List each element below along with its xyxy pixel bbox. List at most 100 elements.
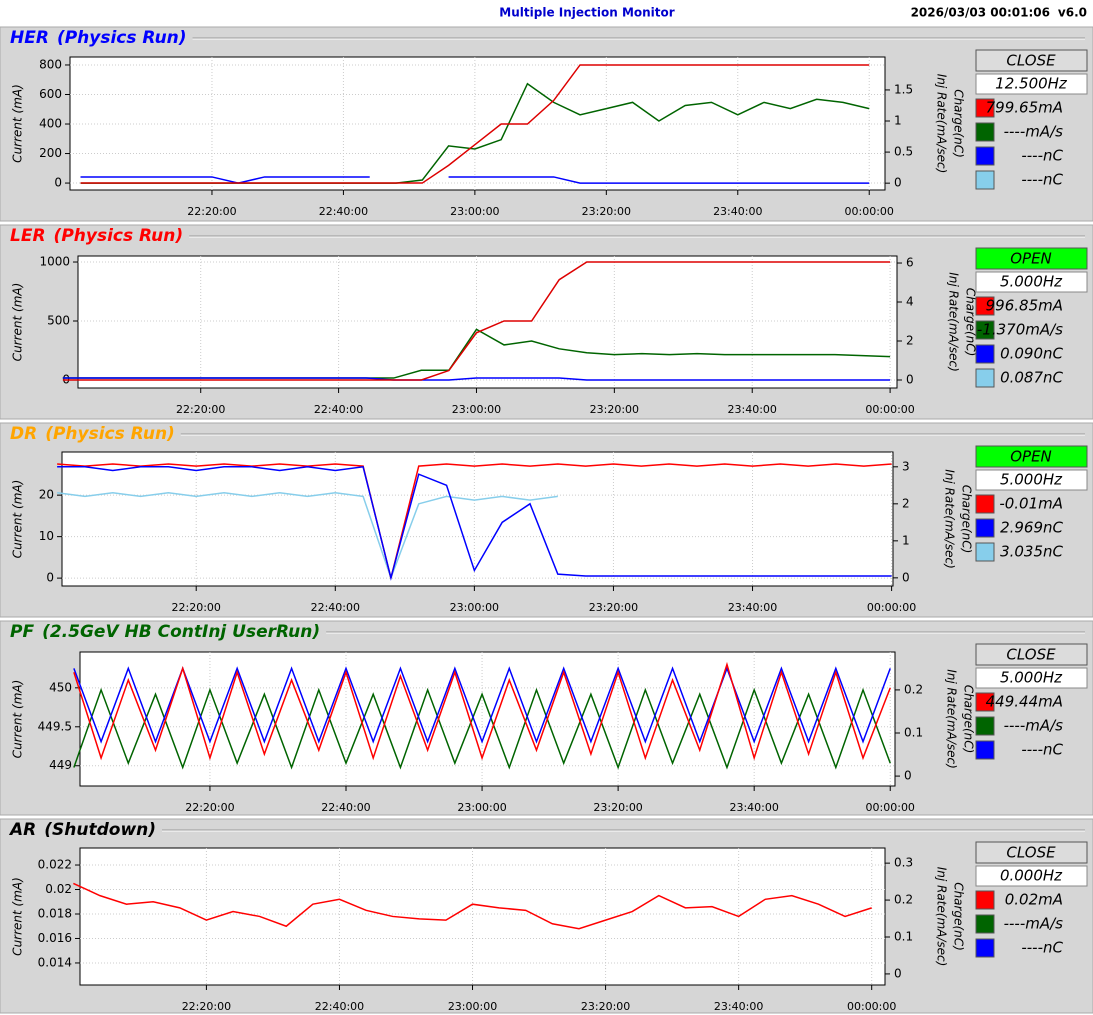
x-tick-label: 22:40:00 bbox=[319, 205, 368, 218]
y-tick-label: 20 bbox=[39, 488, 54, 502]
y2-tick-label: 0 bbox=[902, 570, 910, 584]
app-title: Multiple Injection Monitor bbox=[499, 6, 674, 20]
y-tick-label: 0.018 bbox=[38, 906, 72, 920]
readout-value: ----nC bbox=[1021, 741, 1063, 759]
y-tick-label: 400 bbox=[39, 117, 62, 131]
series-line bbox=[80, 176, 870, 184]
x-tick-label: 22:20:00 bbox=[185, 801, 234, 814]
series-line bbox=[62, 261, 891, 381]
state-button[interactable]: OPEN bbox=[975, 247, 1088, 270]
state-button[interactable]: CLOSE bbox=[975, 49, 1088, 72]
readout-swatch bbox=[975, 98, 995, 118]
readout-swatch bbox=[975, 692, 995, 712]
x-tick-label: 23:00:00 bbox=[450, 205, 499, 218]
y-tick-label: 0.016 bbox=[38, 931, 72, 945]
rate-box bbox=[975, 667, 1088, 689]
x-tick-label: 00:00:00 bbox=[847, 1000, 896, 1013]
readout-value: ----mA/s bbox=[1004, 123, 1064, 141]
x-tick-label: 22:20:00 bbox=[182, 1000, 231, 1013]
x-tick-label: 22:40:00 bbox=[314, 403, 363, 416]
button-label: CLOSE bbox=[1006, 52, 1056, 70]
readout-value: 0.02mA bbox=[1005, 891, 1063, 909]
readout-value: 996.85mA bbox=[986, 297, 1063, 315]
x-tick-label: 22:40:00 bbox=[321, 801, 370, 814]
state-button[interactable]: CLOSE bbox=[975, 841, 1088, 864]
button-label: CLOSE bbox=[1006, 646, 1056, 664]
y2-axis-label: Inj Rate(mA/sec) bbox=[943, 469, 957, 569]
readout-swatch bbox=[975, 740, 995, 760]
y2-axis-label: Inj Rate(mA/sec) bbox=[947, 272, 961, 372]
rate-box bbox=[975, 73, 1088, 95]
panel-mode: (Shutdown) bbox=[44, 820, 156, 840]
y2-tick-label: 0.2 bbox=[894, 893, 913, 907]
y-tick-label: 200 bbox=[39, 146, 62, 160]
readout-swatch bbox=[975, 518, 995, 538]
x-tick-label: 23:00:00 bbox=[450, 601, 499, 614]
readout-swatch bbox=[975, 914, 995, 934]
x-tick-label: 23:20:00 bbox=[581, 1000, 630, 1013]
x-tick-label: 22:40:00 bbox=[315, 1000, 364, 1013]
button-label: OPEN bbox=[1010, 250, 1052, 268]
y-tick-label: 0.02 bbox=[45, 882, 72, 896]
readout-value: -0.01mA bbox=[999, 495, 1063, 513]
button-face bbox=[975, 841, 1088, 864]
readout-swatch bbox=[975, 494, 995, 514]
y-tick-label: 449.5 bbox=[38, 719, 72, 733]
y2-tick-label: 0 bbox=[906, 373, 914, 387]
x-tick-label: 00:00:00 bbox=[867, 601, 916, 614]
y2-axis-label: Charge(nC) bbox=[964, 288, 978, 357]
y-tick-label: 1000 bbox=[39, 255, 70, 269]
rate-box bbox=[975, 865, 1088, 887]
y-tick-label: 500 bbox=[47, 313, 70, 327]
y2-axis-label: Charge(nC) bbox=[962, 685, 976, 754]
readout-swatch bbox=[975, 122, 995, 142]
panel-name: HER bbox=[10, 28, 49, 48]
y-tick-label: 800 bbox=[39, 57, 62, 71]
panel-mode: (Physics Run) bbox=[54, 226, 184, 246]
panel-name: LER bbox=[10, 226, 46, 246]
series-line bbox=[80, 64, 870, 184]
series-line bbox=[73, 661, 891, 761]
rate-box bbox=[975, 271, 1088, 293]
series-line bbox=[57, 491, 558, 581]
rate-value: 12.500Hz bbox=[995, 75, 1068, 93]
y2-axis-label: Charge(nC) bbox=[952, 89, 966, 158]
y-axis-label: Current (mA) bbox=[11, 680, 25, 759]
button-label: CLOSE bbox=[1006, 844, 1056, 862]
y2-tick-label: 0.3 bbox=[894, 856, 913, 870]
button-label: OPEN bbox=[1010, 448, 1052, 466]
y2-tick-label: 1 bbox=[902, 533, 910, 547]
readout-swatch bbox=[975, 320, 995, 340]
readout-value: ----mA/s bbox=[1004, 915, 1064, 933]
readout-value: 799.65mA bbox=[986, 99, 1063, 117]
x-tick-label: 23:40:00 bbox=[728, 601, 777, 614]
button-face bbox=[975, 247, 1088, 270]
plot-area bbox=[79, 847, 886, 986]
series-line bbox=[57, 465, 892, 581]
x-tick-label: 23:40:00 bbox=[729, 801, 778, 814]
state-button[interactable]: CLOSE bbox=[975, 643, 1088, 666]
x-tick-label: 23:20:00 bbox=[582, 205, 631, 218]
panel-name: AR bbox=[8, 820, 36, 840]
readout-swatch bbox=[975, 296, 995, 316]
panel-mode: (Physics Run) bbox=[45, 424, 175, 444]
rate-value: 5.000Hz bbox=[1000, 273, 1063, 291]
readout-swatch bbox=[975, 146, 995, 166]
readout-value: ----nC bbox=[1021, 171, 1063, 189]
y-axis-label: Current (mA) bbox=[11, 84, 25, 163]
x-tick-label: 23:20:00 bbox=[590, 403, 639, 416]
y-axis-label: Current (mA) bbox=[11, 877, 25, 956]
readout-swatch bbox=[975, 170, 995, 190]
x-tick-label: 23:00:00 bbox=[448, 1000, 497, 1013]
x-tick-label: 23:40:00 bbox=[713, 205, 762, 218]
x-tick-label: 23:00:00 bbox=[457, 801, 506, 814]
state-button[interactable]: OPEN bbox=[975, 445, 1088, 468]
button-face bbox=[975, 643, 1088, 666]
y2-tick-label: 0.5 bbox=[894, 145, 913, 159]
version: v6.0 bbox=[1058, 6, 1087, 20]
readout-value: ----mA/s bbox=[1004, 717, 1064, 735]
y-tick-label: 0.014 bbox=[38, 955, 72, 969]
y-tick-label: 600 bbox=[39, 87, 62, 101]
